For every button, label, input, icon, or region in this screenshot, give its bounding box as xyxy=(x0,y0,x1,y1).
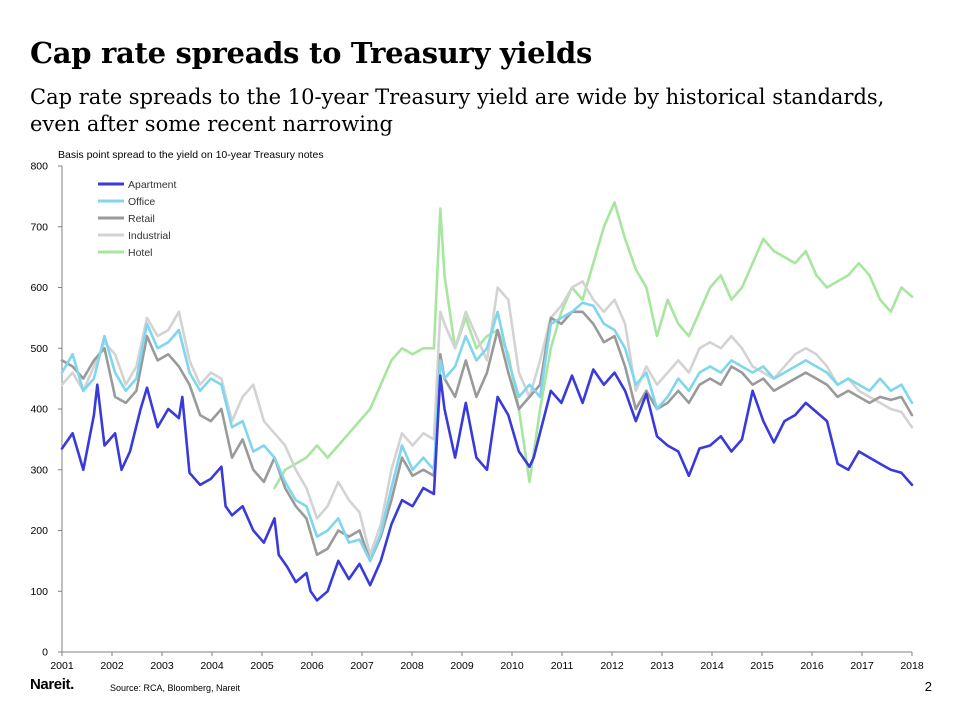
x-tick-label: 2007 xyxy=(350,660,374,672)
line-chart: Basis point spread to the yield on 10-ye… xyxy=(30,149,923,673)
source-note: Source: RCA, Bloomberg, Nareit xyxy=(110,683,241,693)
legend-label-hotel: Hotel xyxy=(128,247,153,259)
x-tick-label: 2002 xyxy=(100,660,124,672)
chart-series xyxy=(60,201,914,602)
y-tick-label: 100 xyxy=(30,586,48,598)
series-line-office xyxy=(60,301,914,563)
x-tick-label: 2004 xyxy=(200,660,224,672)
chart-axes: 0 100 200 300 400 500 600 700 800 2001 2002 2003 200… xyxy=(30,161,923,673)
x-tick-label: 2008 xyxy=(400,660,424,672)
x-tick-label: 2010 xyxy=(500,660,524,672)
series-line-apartment xyxy=(60,368,914,602)
x-tick-label: 2017 xyxy=(850,660,874,672)
legend-label-apartment: Apartment xyxy=(128,179,177,191)
legend-label-office: Office xyxy=(128,196,155,208)
x-tick-label: 2011 xyxy=(551,660,574,672)
x-tick-label: 2015 xyxy=(750,660,774,672)
page-number: 2 xyxy=(924,679,932,694)
y-tick-label: 300 xyxy=(30,464,48,476)
chart-title: Basis point spread to the yield on 10-ye… xyxy=(58,149,324,161)
legend-label-retail: Retail xyxy=(128,213,155,225)
chart-legend: Apartment Office Retail Industrial Hotel xyxy=(98,179,177,259)
x-tick-label: 2016 xyxy=(800,660,824,672)
x-tick-label: 2001 xyxy=(50,660,74,672)
x-tick-label: 2009 xyxy=(450,660,474,672)
x-tick-label: 2005 xyxy=(250,660,274,672)
x-tick-label: 2003 xyxy=(150,660,174,672)
x-tick-label: 2018 xyxy=(900,660,924,672)
x-tick-label: 2012 xyxy=(600,660,624,672)
y-tick-label: 0 xyxy=(42,647,48,659)
series-line-industrial xyxy=(60,280,914,557)
slide-subtitle: Cap rate spreads to the 10-year Treasury… xyxy=(30,85,885,136)
y-tick-label: 400 xyxy=(30,404,48,416)
y-tick-label: 600 xyxy=(30,282,48,294)
slide-title: Cap rate spreads to Treasury yields xyxy=(30,36,592,70)
x-tick-label: 2014 xyxy=(700,660,724,672)
y-tick-label: 200 xyxy=(30,525,48,537)
y-tick-label: 800 xyxy=(30,161,48,173)
x-tick-label: 2013 xyxy=(650,660,674,672)
series-line-retail xyxy=(60,310,914,563)
legend-label-industrial: Industrial xyxy=(128,230,171,242)
x-tick-label: 2006 xyxy=(300,660,324,672)
y-tick-label: 500 xyxy=(30,343,48,355)
series-line-hotel xyxy=(273,201,914,490)
chart-container: Basis point spread to the yield on 10-ye… xyxy=(0,140,960,680)
nareit-logo: Nareit. xyxy=(30,676,74,693)
y-tick-label: 700 xyxy=(30,221,48,233)
